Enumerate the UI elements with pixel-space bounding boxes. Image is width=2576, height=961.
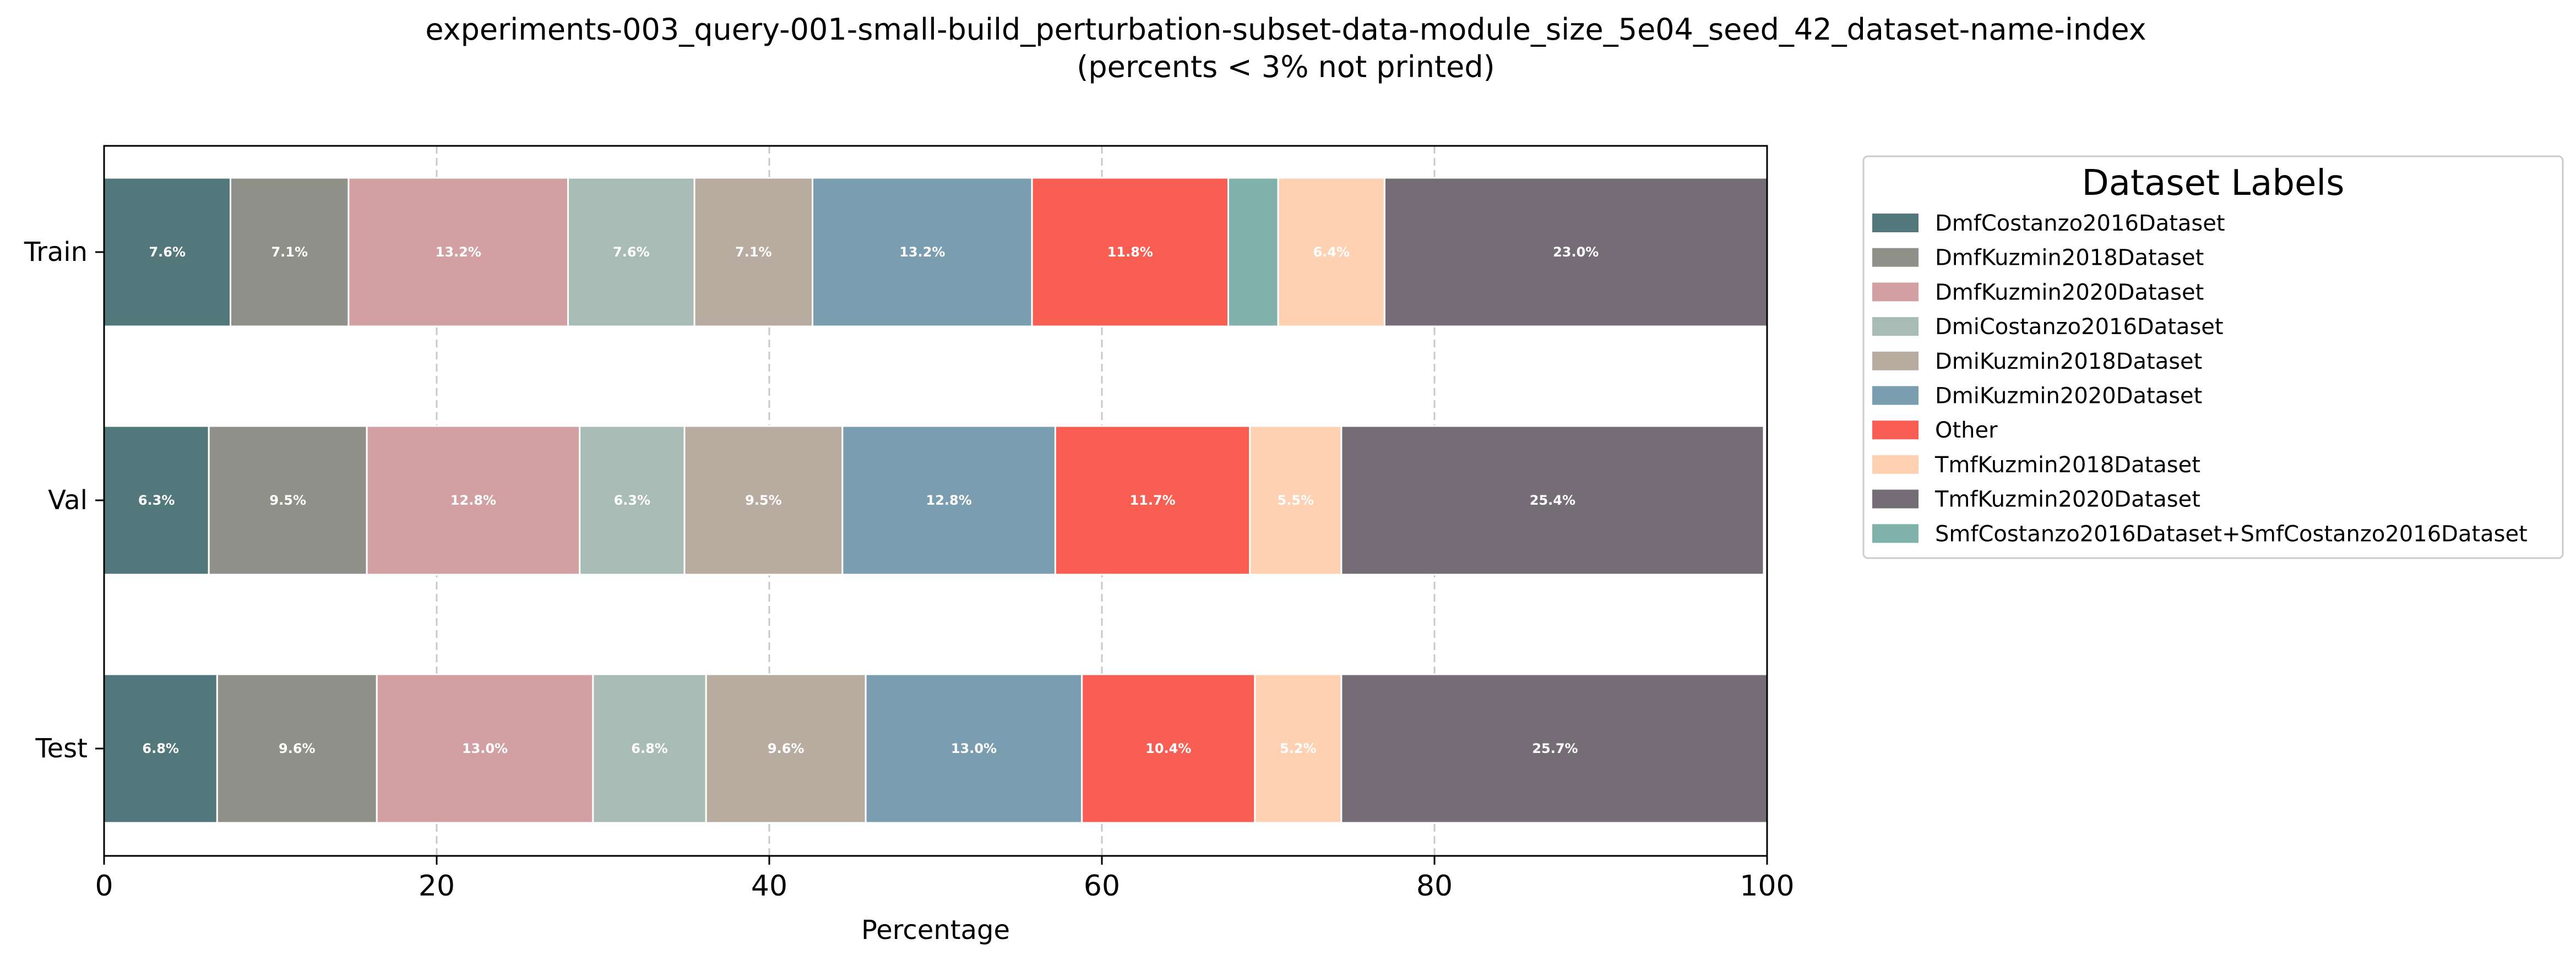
x-axis-ticks: 0 20 40 60 80 100 bbox=[95, 856, 1795, 903]
x-tick-label-100: 100 bbox=[1740, 870, 1794, 903]
legend-swatch-1 bbox=[1872, 248, 1919, 267]
bar-train-series-1 bbox=[230, 177, 350, 327]
x-tick-label-20: 20 bbox=[419, 870, 455, 903]
data-label-val-series-2: 12.8% bbox=[450, 493, 496, 508]
data-label-train-series-0: 7.6% bbox=[149, 244, 186, 260]
bar-val-series-2 bbox=[366, 425, 581, 576]
legend-swatch-6 bbox=[1872, 421, 1919, 440]
data-label-train-series-8: 6.4% bbox=[1313, 244, 1350, 260]
bar-val-series-8 bbox=[1249, 425, 1343, 576]
data-label-train-series-2: 13.2% bbox=[436, 244, 481, 260]
legend-label-1: DmfKuzmin2018Dataset bbox=[1935, 245, 2204, 271]
data-label-train-series-3: 7.6% bbox=[613, 244, 650, 260]
chart-title: experiments-003_query-001-small-build_pe… bbox=[425, 12, 2146, 47]
bar-train-series-5 bbox=[812, 177, 1033, 327]
data-label-val-series-4: 9.5% bbox=[745, 493, 782, 508]
y-axis-ticks: Train Val Test bbox=[24, 237, 104, 764]
legend-swatch-0 bbox=[1872, 214, 1919, 232]
bar-train-series-6 bbox=[1031, 177, 1230, 327]
legend-label-4: DmiKuzmin2018Dataset bbox=[1935, 349, 2202, 374]
data-label-test-series-1: 9.6% bbox=[279, 741, 316, 756]
legend-label-7: TmfKuzmin2018Dataset bbox=[1934, 452, 2200, 478]
data-label-test-series-6: 10.4% bbox=[1145, 741, 1191, 756]
bar-train-series-3 bbox=[567, 177, 695, 327]
x-tick-label-80: 80 bbox=[1416, 870, 1453, 903]
legend-entries: DmfCostanzo2016Dataset DmfKuzmin2018Datas… bbox=[1872, 211, 2528, 547]
bar-val-series-6 bbox=[1054, 425, 1251, 576]
legend-label-2: DmfKuzmin2020Dataset bbox=[1935, 280, 2204, 305]
bar-test-series-0 bbox=[103, 673, 218, 824]
bar-train-series-7 bbox=[1227, 177, 1279, 327]
bar-train-series-4 bbox=[693, 177, 814, 327]
y-tick-label-val: Val bbox=[48, 485, 88, 516]
bar-test-series-2 bbox=[376, 673, 594, 824]
legend-label-3: DmiCostanzo2016Dataset bbox=[1935, 314, 2224, 340]
data-label-test-series-4: 9.6% bbox=[768, 741, 805, 756]
bar-train-series-9 bbox=[1383, 177, 1768, 327]
data-label-test-series-5: 13.0% bbox=[951, 741, 997, 756]
bar-test-series-3 bbox=[592, 673, 707, 824]
bar-val-series-9 bbox=[1340, 425, 1765, 576]
chart-subtitle: (percents < 3% not printed) bbox=[1077, 50, 1494, 84]
legend-label-0: DmfCostanzo2016Dataset bbox=[1935, 211, 2225, 236]
bar-segments bbox=[103, 177, 1770, 824]
legend-label-8: TmfKuzmin2020Dataset bbox=[1934, 487, 2200, 512]
data-label-train-series-1: 7.1% bbox=[271, 244, 308, 260]
data-label-train-series-4: 7.1% bbox=[735, 244, 772, 260]
bar-val-series-1 bbox=[208, 425, 368, 576]
data-label-test-series-3: 6.8% bbox=[631, 741, 668, 756]
data-label-train-series-9: 23.0% bbox=[1553, 244, 1599, 260]
y-tick-label-train: Train bbox=[24, 237, 88, 267]
bar-test-series-9 bbox=[1340, 673, 1770, 824]
bar-val-series-0 bbox=[103, 425, 210, 576]
bar-val-series-3 bbox=[579, 425, 686, 576]
data-label-test-series-9: 25.7% bbox=[1532, 741, 1578, 756]
data-label-val-series-6: 11.7% bbox=[1129, 493, 1175, 508]
legend-label-5: DmiKuzmin2020Dataset bbox=[1935, 384, 2202, 409]
legend-label-6: Other bbox=[1935, 418, 1998, 443]
legend-swatch-5 bbox=[1872, 386, 1919, 405]
legend-title: Dataset Labels bbox=[2082, 163, 2345, 204]
x-tick-label-40: 40 bbox=[751, 870, 787, 903]
bar-test-series-4 bbox=[705, 673, 867, 824]
bar-val-series-5 bbox=[841, 425, 1056, 576]
data-label-val-series-9: 25.4% bbox=[1530, 493, 1575, 508]
legend-swatch-3 bbox=[1872, 317, 1919, 336]
legend-swatch-4 bbox=[1872, 351, 1919, 370]
data-label-val-series-3: 6.3% bbox=[614, 493, 651, 508]
data-label-test-series-0: 6.8% bbox=[142, 741, 179, 756]
x-axis-title: Percentage bbox=[861, 915, 1010, 946]
segment-labels: 7.6% 7.1% 13.2% 7.6% 7.1% 13.2% 11.8% 6.4% 23.0%… bbox=[138, 244, 1599, 756]
bar-val-series-4 bbox=[683, 425, 844, 576]
data-label-val-series-8: 5.5% bbox=[1278, 493, 1314, 508]
legend-frame bbox=[1862, 155, 2564, 559]
legend-swatch-2 bbox=[1872, 282, 1919, 302]
data-label-train-series-5: 13.2% bbox=[899, 244, 945, 260]
legend-swatch-7 bbox=[1872, 455, 1919, 474]
data-label-test-series-8: 5.2% bbox=[1280, 741, 1317, 756]
legend-swatch-9 bbox=[1872, 524, 1919, 543]
bar-test-series-8 bbox=[1254, 673, 1343, 824]
bar-test-series-6 bbox=[1081, 673, 1256, 824]
bar-train-series-8 bbox=[1277, 177, 1385, 327]
data-label-test-series-2: 13.0% bbox=[462, 741, 508, 756]
x-tick-label-0: 0 bbox=[95, 870, 113, 903]
legend: Dataset Labels DmfCostanzo2016DatasetDmf… bbox=[1862, 155, 2564, 559]
bar-test-series-5 bbox=[865, 673, 1083, 824]
x-tick-label-60: 60 bbox=[1084, 870, 1120, 903]
data-label-val-series-0: 6.3% bbox=[138, 493, 175, 508]
y-tick-label-test: Test bbox=[35, 733, 88, 764]
legend-swatch-8 bbox=[1872, 489, 1919, 509]
bar-test-series-1 bbox=[216, 673, 378, 824]
legend-label-9: SmfCostanzo2016Dataset+SmfCostanzo2016Da… bbox=[1935, 521, 2528, 547]
bar-train-series-0 bbox=[103, 177, 232, 327]
data-label-val-series-5: 12.8% bbox=[926, 493, 972, 508]
data-label-val-series-1: 9.5% bbox=[269, 493, 306, 508]
data-label-train-series-6: 11.8% bbox=[1107, 244, 1153, 260]
